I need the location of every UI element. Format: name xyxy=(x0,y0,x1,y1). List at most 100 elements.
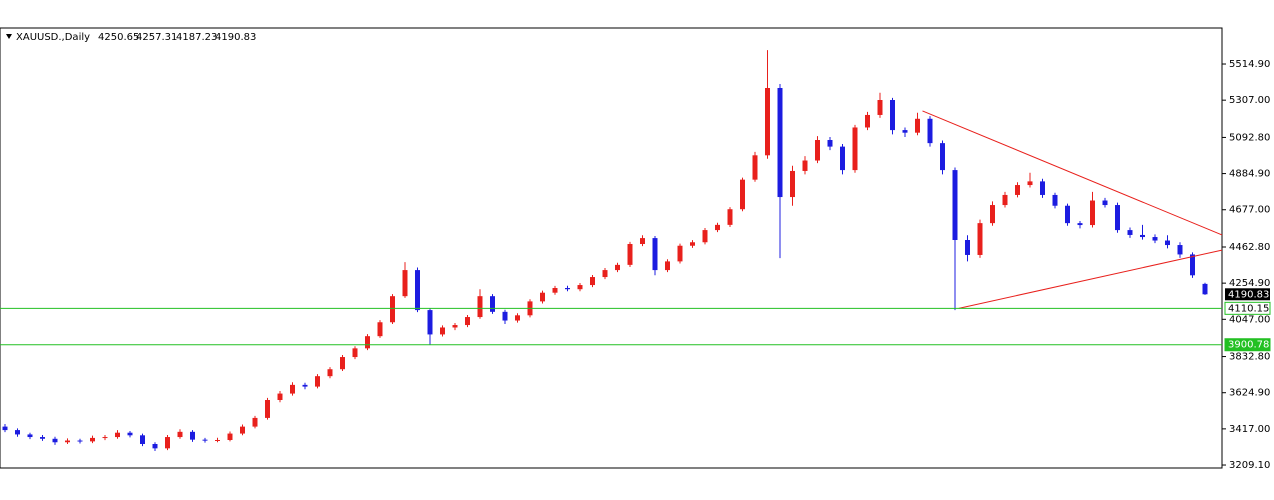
candle-body xyxy=(665,261,670,271)
candle-body xyxy=(40,437,45,439)
candle-body xyxy=(302,384,308,387)
candle-body xyxy=(290,384,295,394)
y-tick-label: 4254.90 xyxy=(1229,278,1270,289)
y-tick-label: 3417.00 xyxy=(1229,424,1270,435)
candle-body xyxy=(515,315,520,321)
last-price-box xyxy=(1225,288,1270,301)
candle-body xyxy=(652,238,658,271)
candle-body xyxy=(427,310,433,335)
candle-body xyxy=(465,317,470,326)
candle-body xyxy=(165,437,170,449)
candle-body xyxy=(727,209,733,225)
candle-body xyxy=(965,240,970,255)
candle-body xyxy=(440,327,445,335)
candle-body xyxy=(627,244,633,265)
candle-body xyxy=(365,336,370,349)
open-value: 4250.65 xyxy=(98,32,139,43)
candle-body xyxy=(1052,194,1058,206)
candle-body xyxy=(140,435,145,444)
candle-body xyxy=(227,433,233,440)
candle-body xyxy=(1140,234,1145,238)
candle-body xyxy=(1165,240,1170,246)
candle-body xyxy=(1002,194,1008,206)
candle-body xyxy=(265,400,270,418)
candle-body xyxy=(877,100,883,115)
price-label: 3900.78 xyxy=(1228,340,1269,351)
candle-body xyxy=(452,325,458,328)
candle-body xyxy=(915,118,920,133)
candle-body xyxy=(790,170,795,198)
candle-body xyxy=(827,140,833,147)
candle-body xyxy=(640,238,645,244)
candle-body xyxy=(815,140,820,161)
candle-body xyxy=(890,100,895,131)
candle-body xyxy=(990,205,995,224)
candle-body xyxy=(1102,200,1108,206)
candle-body xyxy=(15,430,20,435)
candle-body xyxy=(490,296,495,312)
y-tick-label: 5307.00 xyxy=(1229,95,1270,106)
candle-body xyxy=(340,357,345,370)
candle-body xyxy=(352,348,358,358)
candle-body xyxy=(202,439,208,441)
candle-body xyxy=(2,426,8,431)
candle-body xyxy=(1040,181,1045,195)
candle-body xyxy=(1065,205,1070,224)
candle-body xyxy=(215,440,220,441)
candle-body xyxy=(752,155,758,180)
candle-body xyxy=(715,224,720,231)
candle-body xyxy=(565,288,570,290)
candle-body xyxy=(115,432,120,438)
y-tick-label: 3832.80 xyxy=(1229,352,1270,363)
candle-body xyxy=(977,223,983,255)
y-tick-label: 3209.10 xyxy=(1229,460,1270,471)
candle-body xyxy=(277,393,283,400)
y-tick-label: 4677.00 xyxy=(1229,205,1270,216)
close-value: 4190.83 xyxy=(215,32,256,43)
y-tick-label: 5092.80 xyxy=(1229,132,1270,143)
candle-body xyxy=(327,369,333,377)
candle-body xyxy=(865,114,870,128)
candle-body xyxy=(852,127,858,171)
y-tick-label: 4884.90 xyxy=(1229,169,1270,180)
price-label-box xyxy=(1224,338,1271,352)
candle-body xyxy=(902,130,908,133)
candle-body xyxy=(102,437,108,439)
candle-body xyxy=(765,88,770,156)
candle-body xyxy=(1090,200,1095,226)
trendline xyxy=(922,110,1223,236)
candle-body xyxy=(177,431,183,438)
price-label: 4110.15 xyxy=(1228,303,1269,314)
candle-body xyxy=(740,179,745,210)
candle-body xyxy=(1177,245,1183,255)
price-label-box xyxy=(1224,301,1271,315)
candle-body xyxy=(577,285,583,290)
candle-body xyxy=(840,146,845,171)
candle-body xyxy=(27,434,33,438)
plot-frame xyxy=(0,27,1223,469)
candle-body xyxy=(802,160,808,171)
candle-body xyxy=(940,143,945,171)
candle-body xyxy=(1202,283,1208,295)
candle-body xyxy=(1127,230,1133,235)
candle-body xyxy=(777,88,783,198)
candle-body xyxy=(1190,254,1195,276)
candle-body xyxy=(315,376,320,387)
candle-body xyxy=(190,431,195,440)
candle-body xyxy=(127,432,133,436)
candle-body xyxy=(240,426,245,434)
candle-body xyxy=(677,245,683,262)
chart-title: XAUUSD.,Daily xyxy=(16,32,90,43)
symbol-menu-arrow[interactable] xyxy=(6,34,12,39)
low-value: 4187.23 xyxy=(176,32,217,43)
candle-body xyxy=(1077,223,1083,226)
high-value: 4257.31 xyxy=(136,32,177,43)
candle-body xyxy=(590,277,595,286)
candle-body xyxy=(1027,181,1033,186)
y-tick-label: 3624.90 xyxy=(1229,388,1270,399)
candle-body xyxy=(390,296,395,323)
candle-body xyxy=(1152,237,1158,241)
candle-body xyxy=(1015,185,1020,195)
candle-body xyxy=(377,322,383,337)
